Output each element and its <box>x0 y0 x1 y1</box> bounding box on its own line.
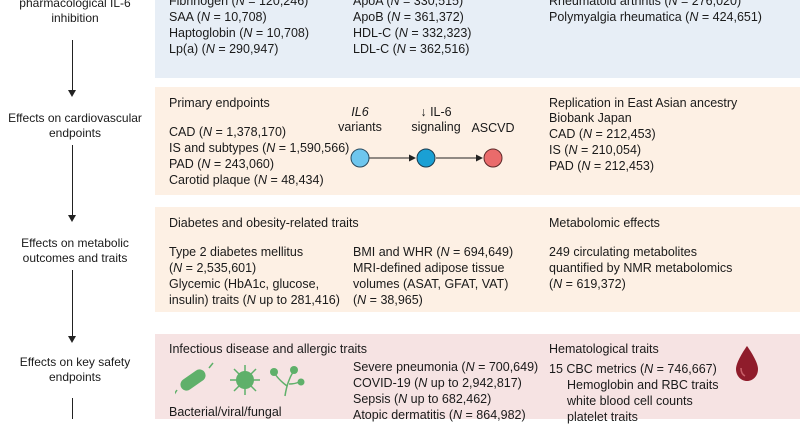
biomarker-item: Haptoglobin (N = 10,708) <box>169 26 310 40</box>
hema-item: platelet traits <box>567 410 638 424</box>
endpoint-item: PAD (N = 243,060) <box>169 157 275 171</box>
infectious-heading: Infectious disease and allergic traits <box>169 342 368 356</box>
metabolomic-line: quantified by NMR metabolomics <box>549 261 733 275</box>
connector-line <box>72 398 73 419</box>
hematological-heading: Hematological traits <box>549 342 659 356</box>
flow-arrowhead <box>409 154 416 162</box>
primary-endpoints-heading: Primary endpoints <box>169 96 270 110</box>
blood-drop-icon <box>736 346 758 381</box>
glycemic-line: Glycemic (HbA1c, glucose, <box>169 277 320 291</box>
bvf-label: Bacterial/viral/fungal <box>169 405 282 419</box>
row-label-safety: Effects on key safety endpoints <box>19 355 131 384</box>
ascvd-node <box>483 148 503 168</box>
fungus-icon <box>270 366 305 397</box>
lipid-item: ApoA (N = 330,515) <box>353 0 464 8</box>
bacteria-icon <box>175 362 214 395</box>
panel-cardiovascular: Primary endpoints CAD (N = 1,378,170) IS… <box>155 87 800 195</box>
replication-item: PAD (N = 212,453) <box>549 159 655 173</box>
biobank-heading: Biobank Japan <box>549 111 632 125</box>
hema-item: white blood cell counts <box>567 394 693 408</box>
metabolomic-count: (N = 619,372) <box>549 277 626 291</box>
diabetes-heading: Diabetes and obesity-related traits <box>169 216 359 230</box>
row-label-metabolic: Effects on metabolic outcomes and traits <box>21 236 129 265</box>
lipid-item: HDL-C (N = 332,323) <box>353 26 472 40</box>
infection-item: Severe pneumonia (N = 700,649) <box>353 360 539 374</box>
t2d-line: Type 2 diabetes mellitus <box>169 245 304 259</box>
node-label-signaling: ↓ IL-6 signaling <box>411 105 461 134</box>
microbe-icons <box>175 362 305 397</box>
glycemic-count: insulin) traits (N up to 281,416) <box>169 293 340 307</box>
mri-line: MRI-defined adipose tissue <box>353 261 505 275</box>
panel-metabolic: Diabetes and obesity-related traits Type… <box>155 207 800 312</box>
mri-count: (N = 38,965) <box>353 293 423 307</box>
connector-line <box>72 145 73 217</box>
replication-item: CAD (N = 212,453) <box>549 127 656 141</box>
infection-item: COVID-19 (N up to 2,942,817) <box>353 376 522 390</box>
cbc-item: 15 CBC metrics (N = 746,667) <box>549 362 717 376</box>
arrow-down-icon <box>68 215 76 222</box>
row-label-cardiovascular: Effects on cardiovascular endpoints <box>8 111 142 140</box>
bmi-whr-item: BMI and WHR (N = 694,649) <box>353 245 514 259</box>
node-label-ascvd: ASCVD <box>471 121 515 135</box>
hema-item: Hemoglobin and RBC traits <box>567 378 719 392</box>
mri-line: volumes (ASAT, GFAT, VAT) <box>353 277 509 291</box>
lipid-item: ApoB (N = 361,372) <box>353 10 464 24</box>
infection-item: Atopic dermatitis (N = 864,982) <box>353 408 526 422</box>
metabolomic-line: 249 circulating metabolites <box>549 245 697 259</box>
panel-biomarkers: Fibrinogen (N = 120,246) SAA (N = 10,708… <box>155 0 800 78</box>
signaling-node <box>416 148 436 168</box>
endpoint-item: IS and subtypes (N = 1,590,566) <box>169 141 350 155</box>
endpoint-item: Carotid plaque (N = 48,434) <box>169 173 324 187</box>
biomarker-item: SAA (N = 10,708) <box>169 10 267 24</box>
flow-arrowhead <box>476 154 483 162</box>
connector-line <box>72 270 73 338</box>
biomarker-item: Lp(a) (N = 290,947) <box>169 42 279 56</box>
endpoint-item: CAD (N = 1,378,170) <box>169 125 287 139</box>
biomarker-item: Fibrinogen (N = 120,246) <box>169 0 309 8</box>
autoimmune-item: Polymyalgia rheumatica (N = 424,651) <box>549 10 762 24</box>
row-label-inhibition: pharmacological IL-6 inhibition <box>19 0 131 25</box>
connector-line <box>72 40 73 92</box>
arrow-down-icon <box>68 90 76 97</box>
panel-safety: Infectious disease and allergic traits B… <box>155 334 800 424</box>
arrow-down-icon <box>68 336 76 343</box>
replication-item: IS (N = 210,054) <box>549 143 642 157</box>
metabolomic-heading: Metabolomic effects <box>549 216 660 230</box>
autoimmune-item: Rheumatoid arthritis (N = 276,020) <box>549 0 742 8</box>
replication-heading: Replication in East Asian ancestry <box>549 96 738 110</box>
node-label-variants: IL6 variants <box>338 105 382 134</box>
variant-node <box>350 148 370 168</box>
t2d-count: (N = 2,535,601) <box>169 261 257 275</box>
infection-item: Sepsis (N up to 682,462) <box>353 392 492 406</box>
lipid-item: LDL-C (N = 362,516) <box>353 42 470 56</box>
flow-diagram <box>350 148 503 168</box>
virus-icon <box>230 365 260 395</box>
